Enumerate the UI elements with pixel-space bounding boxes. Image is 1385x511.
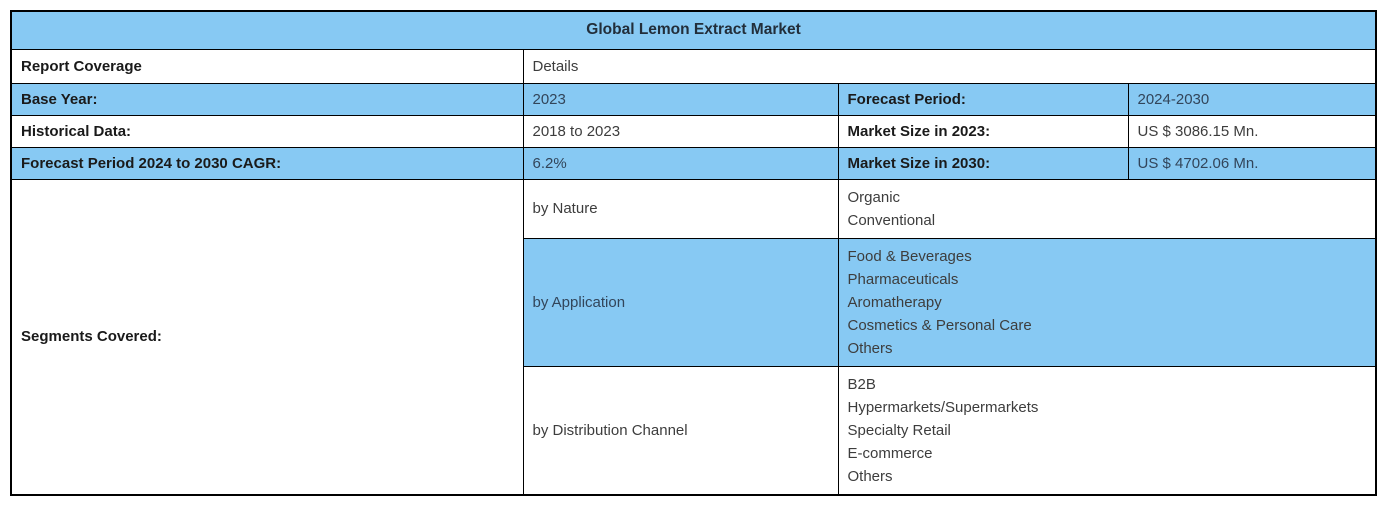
report-coverage-label: Report Coverage	[10, 48, 524, 84]
cagr-label: Forecast Period 2024 to 2030 CAGR:	[10, 146, 524, 180]
segment-nature-items: Organic Conventional	[837, 178, 1377, 239]
table-title: Global Lemon Extract Market	[10, 10, 1377, 50]
historical-data-value: 2018 to 2023	[522, 114, 839, 148]
segment-application-items: Food & Beverages Pharmaceuticals Aromath…	[837, 237, 1377, 367]
segments-covered-label: Segments Covered:	[10, 178, 524, 495]
segment-distribution-name: by Distribution Channel	[522, 365, 839, 495]
base-year-value: 2023	[522, 82, 839, 116]
historical-data-row: Historical Data: 2018 to 2023 Market Siz…	[10, 114, 1377, 148]
forecast-period-label: Forecast Period:	[837, 82, 1129, 116]
historical-data-label: Historical Data:	[10, 114, 524, 148]
market-report-table: Global Lemon Extract Market Report Cover…	[10, 10, 1378, 496]
segment-distribution-items: B2B Hypermarkets/Supermarkets Specialty …	[837, 365, 1377, 495]
segment-nature-row: Segments Covered: by Nature Organic Conv…	[10, 178, 1377, 495]
market-size-2023-label: Market Size in 2023:	[837, 114, 1129, 148]
segment-application-row: by Application Food & Beverages Pharmace…	[11, 237, 1377, 367]
table-title-row: Global Lemon Extract Market	[10, 10, 1377, 50]
forecast-period-value: 2024-2030	[1127, 82, 1377, 116]
segment-nature-name: by Nature	[522, 178, 839, 239]
segment-application-name: by Application	[522, 237, 839, 367]
base-year-row: Base Year: 2023 Forecast Period: 2024-20…	[10, 82, 1377, 116]
segment-distribution-row: by Distribution Channel B2B Hypermarkets…	[11, 365, 1377, 495]
base-year-label: Base Year:	[10, 82, 524, 116]
market-size-2030-value: US $ 4702.06 Mn.	[1127, 146, 1377, 180]
cagr-value: 6.2%	[522, 146, 839, 180]
market-size-2023-value: US $ 3086.15 Mn.	[1127, 114, 1377, 148]
report-coverage-row: Report Coverage Details	[10, 48, 1377, 84]
cagr-row: Forecast Period 2024 to 2030 CAGR: 6.2% …	[10, 146, 1377, 180]
market-size-2030-label: Market Size in 2030:	[837, 146, 1129, 180]
report-coverage-value: Details	[522, 48, 1377, 84]
